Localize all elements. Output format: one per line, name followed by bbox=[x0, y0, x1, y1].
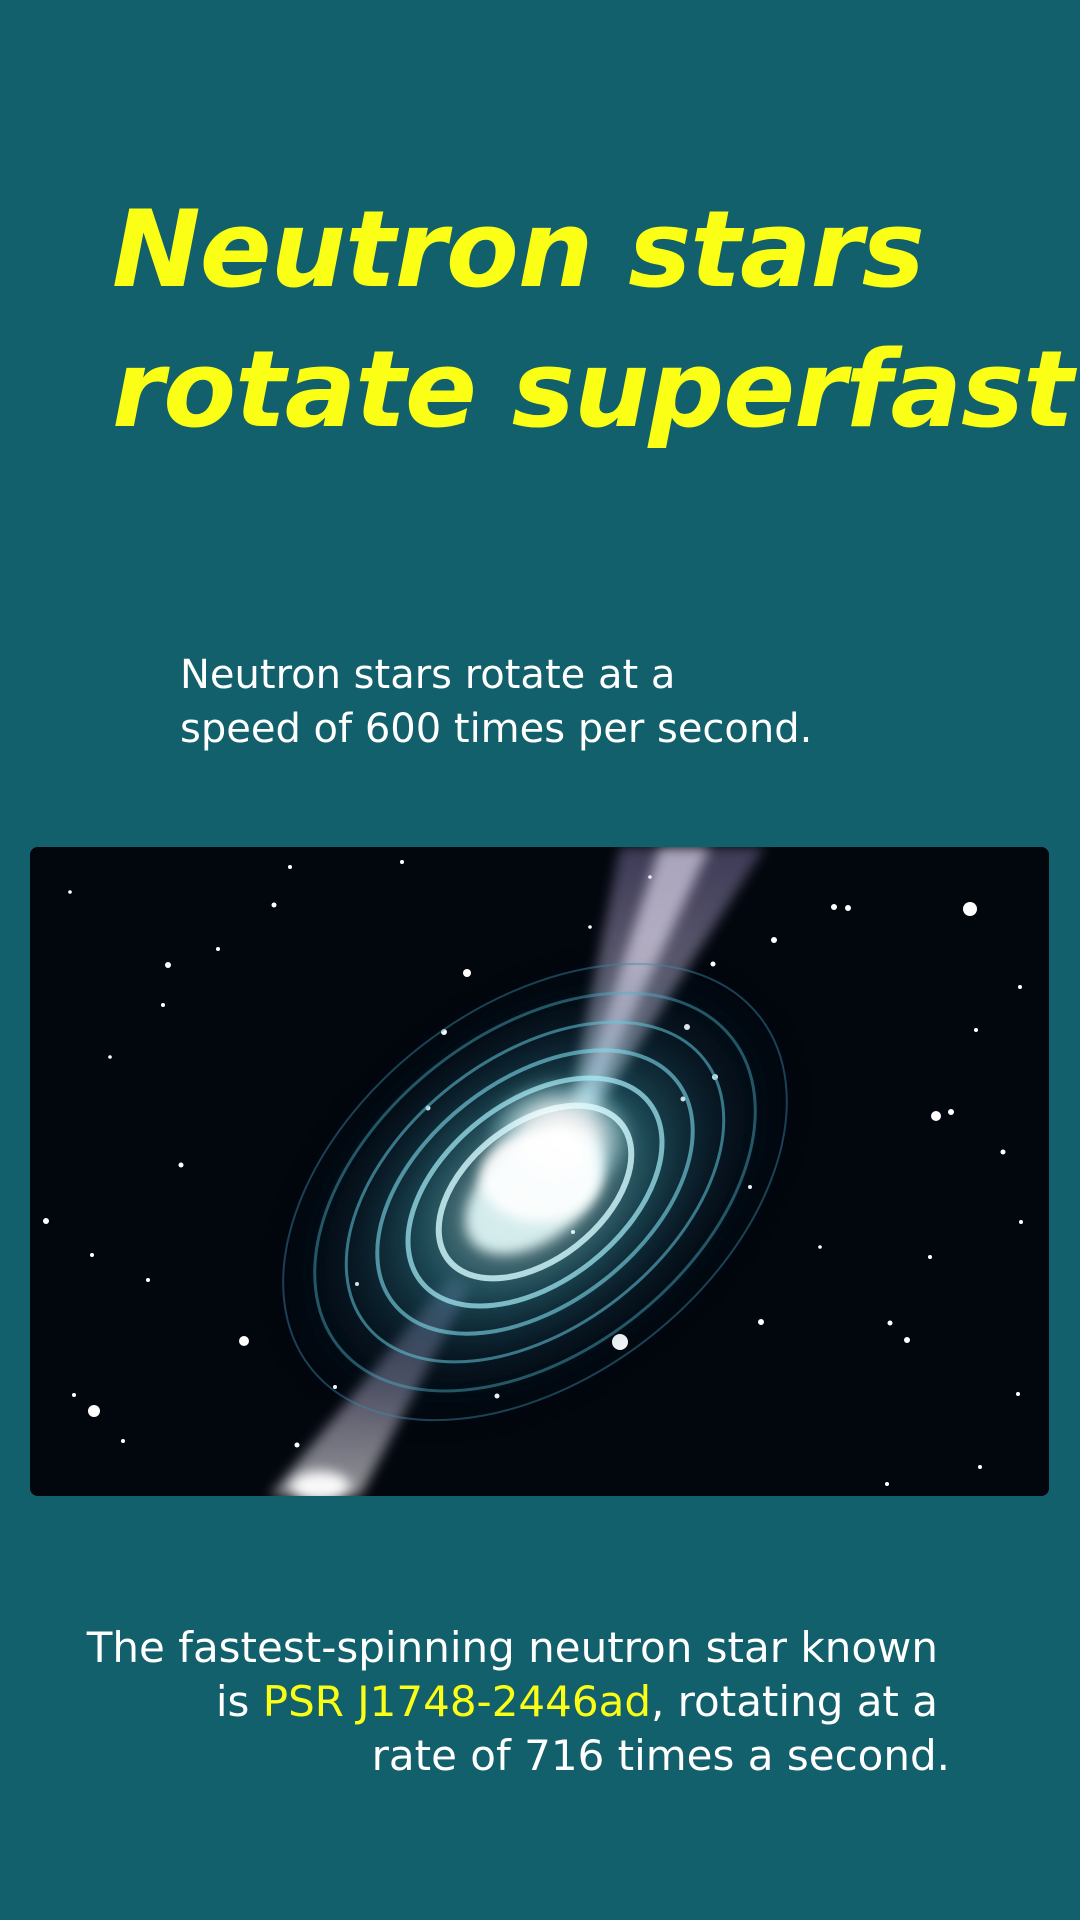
footer-line-2-suffix: , rotating at a bbox=[650, 1677, 938, 1726]
neutron-star-image bbox=[30, 847, 1049, 1496]
footer-line-2: is PSR J1748-2446ad, rotating at a bbox=[78, 1675, 938, 1729]
intro-line-2: speed of 600 times per second. bbox=[180, 706, 813, 752]
neutron-star-core bbox=[480, 1077, 635, 1222]
page-title: Neutron stars rotate superfast bbox=[112, 180, 1074, 460]
title-line-2: rotate superfast bbox=[112, 328, 1074, 451]
title-line-1: Neutron stars bbox=[112, 188, 925, 311]
footer-text: The fastest-spinning neutron star known … bbox=[78, 1621, 950, 1783]
intro-line-1: Neutron stars rotate at a bbox=[180, 652, 676, 698]
footer-line-2-prefix: is bbox=[215, 1677, 263, 1726]
footer-line-1: The fastest-spinning neutron star known bbox=[86, 1623, 938, 1672]
intro-text: Neutron stars rotate at a speed of 600 t… bbox=[180, 648, 812, 756]
neutron-star-illustration bbox=[30, 847, 1049, 1496]
footer-line-3: rate of 716 times a second. bbox=[371, 1731, 950, 1780]
star-name-highlight: PSR J1748-2446ad bbox=[262, 1677, 651, 1726]
